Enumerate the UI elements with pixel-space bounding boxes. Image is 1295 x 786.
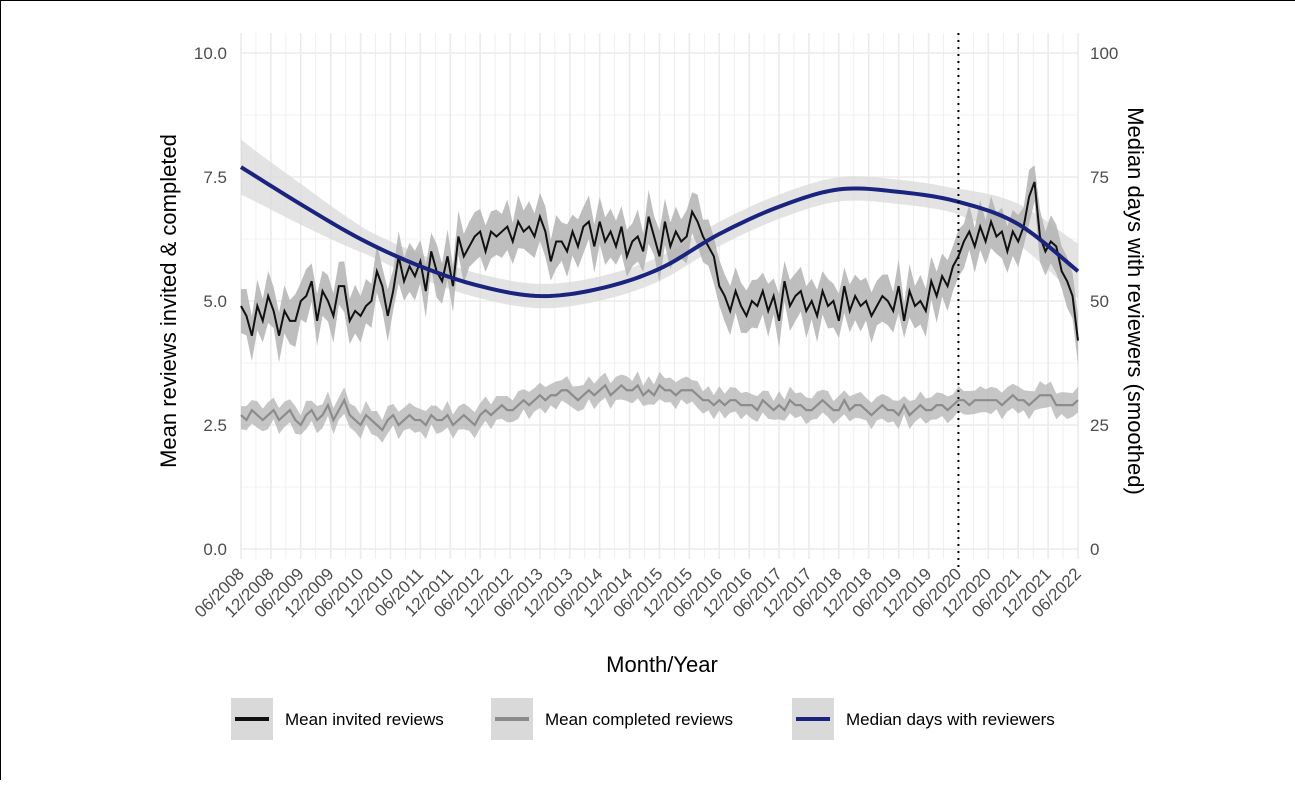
legend-item: Median days with reviewers [792, 698, 1055, 740]
x-axis-title: Month/Year [606, 652, 718, 677]
legend-item: Mean invited reviews [231, 698, 444, 740]
y-axis-right-title: Median days with reviewers (smoothed) [1123, 107, 1148, 495]
y-axis-left-title: Mean reviews invited & completed [156, 134, 181, 468]
legend-label-0: Mean invited reviews [285, 710, 444, 729]
y-right-tick-label: 25 [1090, 416, 1109, 435]
y-left-tick-label: 7.5 [203, 168, 227, 187]
y-right-tick-label: 75 [1090, 168, 1109, 187]
y-left-tick-label: 10.0 [194, 44, 227, 63]
legend: Mean invited reviews Mean completed revie… [231, 698, 1055, 740]
legend-label-2: Median days with reviewers [846, 710, 1055, 729]
legend-item: Mean completed reviews [491, 698, 733, 740]
y-left-tick-label: 2.5 [203, 416, 227, 435]
y-left-tick-label: 5.0 [203, 292, 227, 311]
y-right-tick-label: 50 [1090, 292, 1109, 311]
y-left-tick-label: 0.0 [203, 540, 227, 559]
y-right-tick-label: 100 [1090, 44, 1118, 63]
y-right-tick-label: 0 [1090, 540, 1099, 559]
legend-label-1: Mean completed reviews [545, 710, 733, 729]
